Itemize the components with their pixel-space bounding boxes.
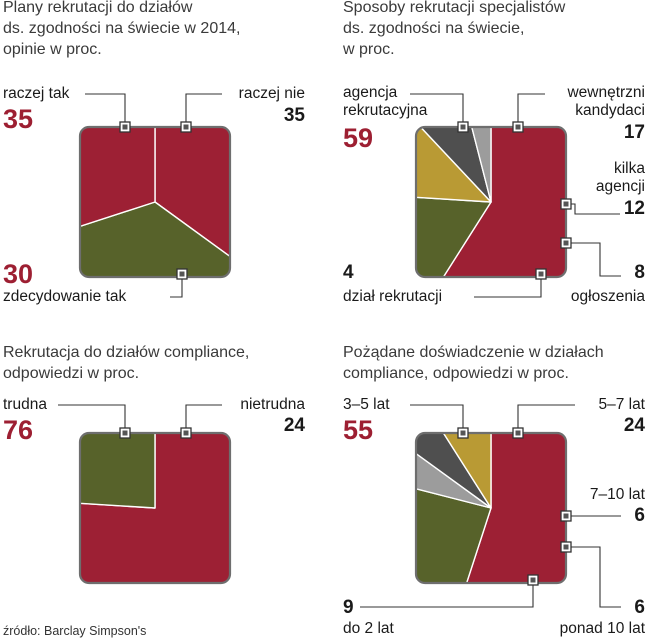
p2-value-kilka-agencji: 12 [623,198,645,219]
chart-frame-4 [414,431,568,585]
p2-value-agencja: 59 [343,123,374,153]
p3-value-trudna: 76 [3,415,34,445]
panel4-title: Pożądane doświadczenie w działach compli… [343,344,604,382]
p2-label-agencja: agencja rekrutacyjna [343,84,428,119]
leader-line-6 [566,203,620,215]
leader-line-14 [566,546,621,608]
source-note: źródło: Barclay Simpson's [3,624,147,638]
leader-line-7 [566,242,621,277]
leader-marker-dot-6 [563,201,569,207]
leader-marker-dot-7 [563,240,569,246]
p2-value-wewnetrzni: 17 [623,122,645,143]
leader-marker-dot-11 [460,430,466,436]
chart-4 [416,433,566,583]
p3-value-nietrudna: 24 [283,415,305,436]
panel1-title: Plany rekrutacji do działów ds. zgodnośc… [3,0,241,58]
slice-do-2-lat [442,433,492,509]
p1-value-raczej-tak: 35 [3,104,34,134]
leader-line-9 [58,404,126,433]
p4-label-3-5: 3–5 lat [343,396,390,413]
chart-frame-1 [78,125,232,279]
p4-value-3-5: 55 [343,415,374,445]
leader-marker-dot-2 [183,124,189,130]
p2-label-kilka-agencji: kilka agencji [595,160,645,195]
leader-line-3 [170,274,183,298]
leader-marker-dot-15 [530,577,536,583]
leader-marker-dot-12 [515,430,521,436]
leader-line-15 [360,580,534,608]
leader-marker-dot-5 [515,124,521,130]
p3-label-nietrudna: nietrudna [240,396,305,413]
leader-marker-dot-9 [122,430,128,436]
p4-value-7-10: 6 [634,505,645,526]
leader-line-11 [410,404,464,433]
p1-label-zdecydowanie-tak: zdecydowanie tak [3,288,127,305]
leader-marker-dot-3 [179,271,185,277]
leader-line-2 [185,93,222,127]
slice-zdecydowanie-tak [80,127,156,228]
chart-frame-3 [78,431,232,585]
p3-label-trudna: trudna [3,396,47,413]
chart-3 [80,433,230,583]
p4-value-5-7: 24 [623,415,645,436]
leader-line-4 [410,93,464,127]
slice-nietrudna [80,433,156,509]
p2-value-ogloszenia: 8 [634,262,645,283]
p1-label-raczej-tak: raczej tak [3,85,70,102]
p4-label-7-10: 7–10 lat [589,486,645,503]
leader-marker-dot-8 [538,271,544,277]
p4-label-ponad-10: ponad 10 lat [559,620,645,637]
chart-1 [80,127,230,277]
p4-label-do-2: do 2 lat [343,620,394,637]
leader-line-1 [85,93,126,127]
leader-marker-dot-4 [460,124,466,130]
p1-label-raczej-nie: raczej nie [238,85,305,102]
p2-value-dzial: 4 [343,262,354,283]
slice-dział-rekrutacji [471,127,492,203]
panel3-title: Rekrutacja do działów compliance, odpowi… [3,344,250,382]
p4-label-5-7: 5–7 lat [598,396,645,413]
leader-line-8 [474,274,542,298]
p2-label-wewnetrzni: wewnętrzni kandydaci [567,84,645,119]
leader-line-5 [517,93,545,127]
p1-value-zdecydowanie-tak: 30 [3,259,34,289]
leader-marker-dot-14 [563,544,569,550]
leader-marker-dot-1 [122,124,128,130]
leader-line-12 [517,404,575,433]
leader-marker-dot-10 [183,430,189,436]
p2-label-dzial: dział rekrutacji [343,288,443,305]
leader-line-10 [185,404,222,433]
p2-label-ogloszenia: ogłoszenia [570,288,645,305]
p1-value-raczej-nie: 35 [283,105,305,126]
panel2-title: Sposoby rekrutacji specjalistów ds. zgod… [343,0,566,58]
chart-2 [416,127,566,277]
p4-value-do-2: 9 [343,597,354,618]
p4-value-ponad-10: 6 [634,597,645,618]
leader-marker-dot-13 [563,513,569,519]
